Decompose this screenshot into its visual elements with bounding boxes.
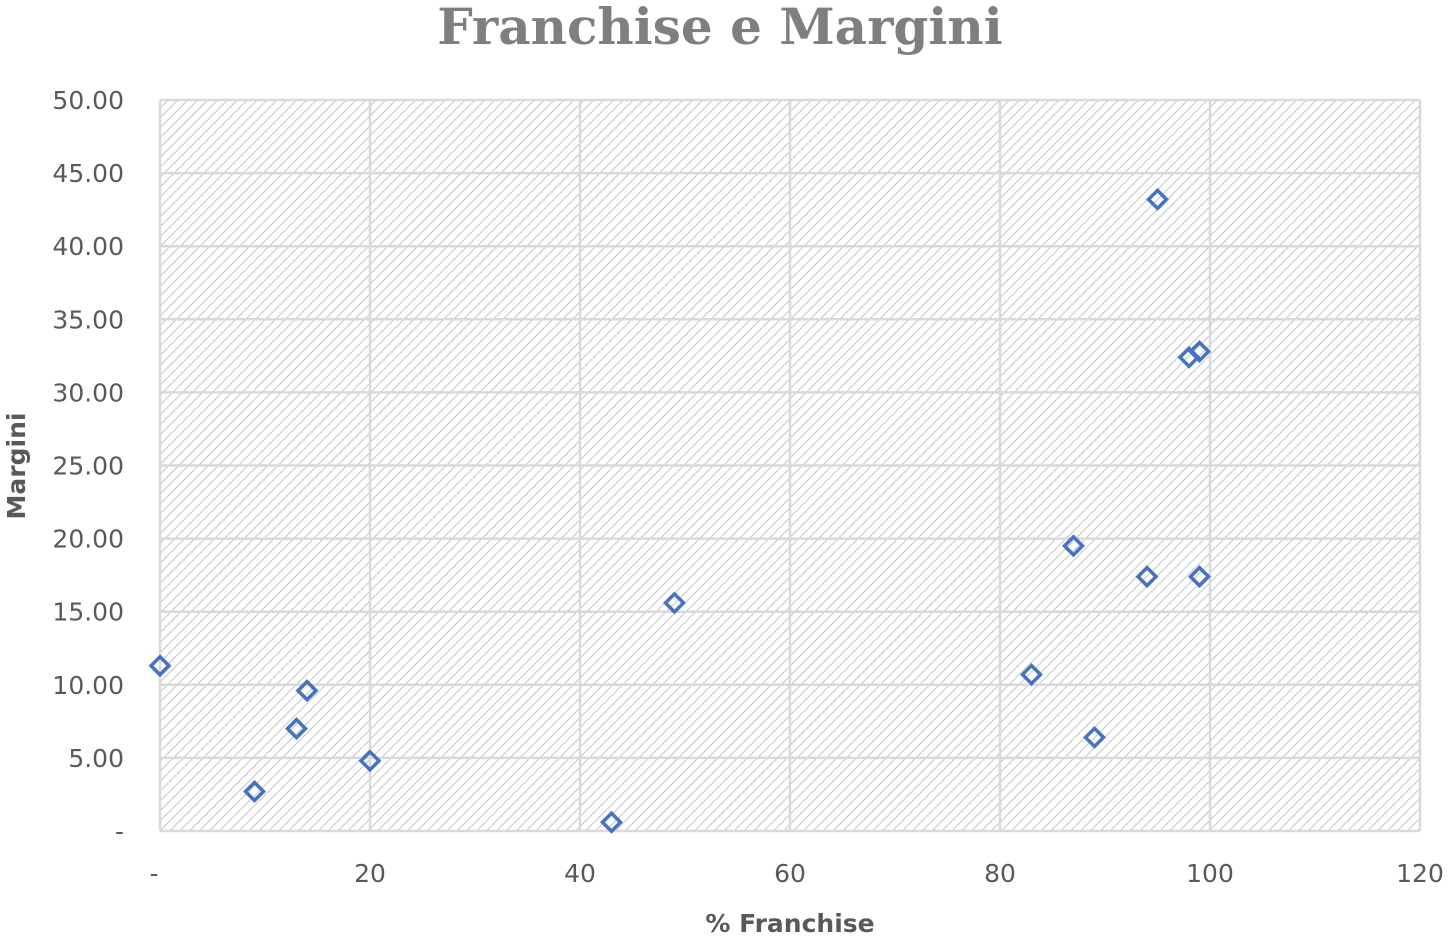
x-tick-label: 40 <box>564 859 596 888</box>
y-tick-label: 45.00 <box>52 159 124 188</box>
x-axis-tick-labels: - 20 40 60 80 100 120 <box>149 859 1443 888</box>
data-point <box>1188 565 1211 589</box>
x-axis-title: % Franchise <box>705 909 874 938</box>
data-point <box>243 780 266 804</box>
y-axis-title: Margini <box>2 413 31 520</box>
data-point <box>285 717 308 741</box>
data-point <box>358 749 382 773</box>
y-tick-label: 30.00 <box>52 378 124 407</box>
x-tick-label: 80 <box>984 859 1016 888</box>
data-point <box>1146 187 1169 211</box>
x-tick-label: 120 <box>1396 859 1444 888</box>
x-tick-label: 60 <box>774 859 806 888</box>
y-tick-label: 10.00 <box>52 671 124 700</box>
x-tick-label: - <box>149 859 158 888</box>
y-tick-label: 5.00 <box>68 744 124 773</box>
x-tick-label: 100 <box>1186 859 1234 888</box>
y-tick-label: 15.00 <box>52 598 124 627</box>
data-point <box>295 679 319 703</box>
y-tick-label: 20.00 <box>52 525 124 554</box>
data-point <box>1188 339 1211 363</box>
data-point <box>1020 663 1043 687</box>
data-point <box>1062 534 1085 558</box>
gridlines <box>158 98 1422 833</box>
data-point <box>663 591 686 615</box>
y-tick-label: - <box>115 817 124 846</box>
y-tick-label: 40.00 <box>52 232 124 261</box>
y-tick-label: 35.00 <box>52 305 124 334</box>
chart-title: Franchise e Margini <box>437 0 1002 56</box>
y-axis-tick-labels: - 5.00 10.00 15.00 20.00 25.00 30.00 35.00 40.00… <box>52 86 124 846</box>
data-point <box>1083 725 1106 749</box>
data-point <box>600 810 623 834</box>
data-point <box>1135 565 1159 589</box>
data-point <box>148 654 172 678</box>
y-tick-label: 25.00 <box>52 452 124 481</box>
x-tick-label: 20 <box>354 859 386 888</box>
y-tick-label: 50.00 <box>52 86 124 115</box>
data-points <box>148 187 1211 834</box>
